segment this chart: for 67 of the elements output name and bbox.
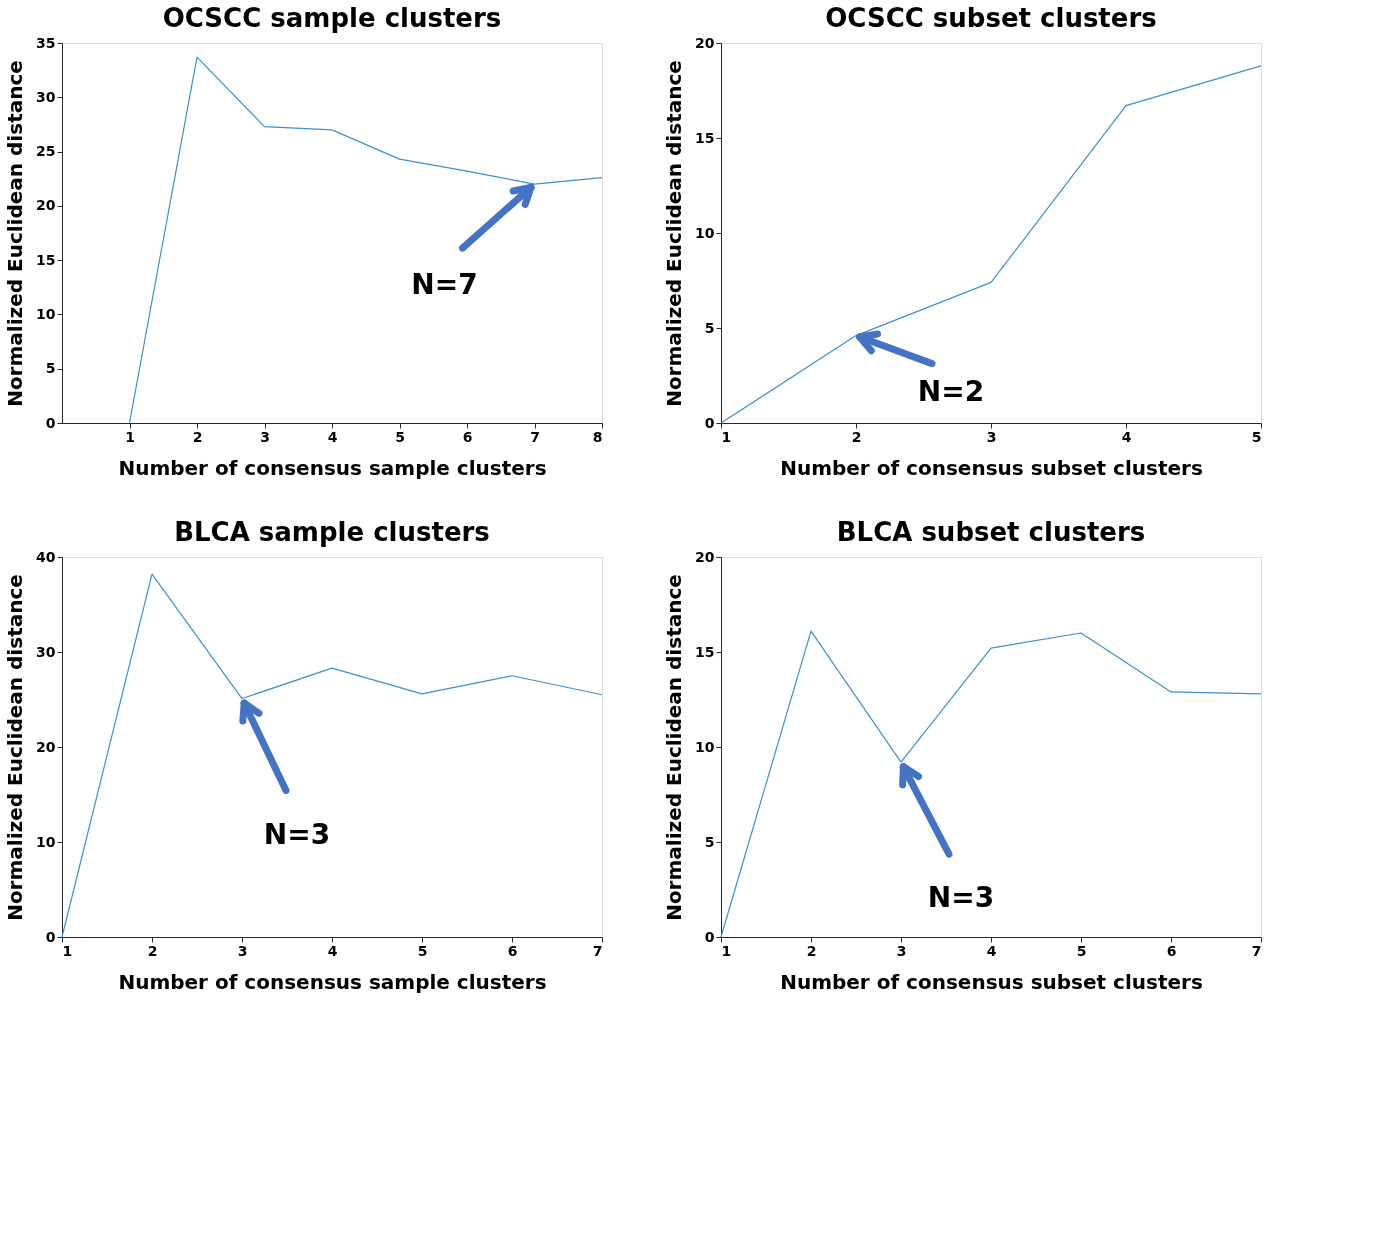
y-tick-label: 20 — [695, 548, 715, 565]
y-tick-label: 35 — [36, 34, 56, 51]
y-axis-title: Normalized Euclidean distance — [3, 574, 28, 921]
y-tick-label: 0 — [704, 928, 715, 945]
x-tick-label: 2 — [851, 428, 862, 445]
y-tick-label: 5 — [45, 360, 56, 377]
y-tick-label: 20 — [36, 738, 56, 755]
x-axis-title: Number of consensus subset clusters — [780, 455, 1203, 480]
x-tick-label: 5 — [417, 942, 428, 959]
x-tick-label: 3 — [237, 942, 248, 959]
annotation: N=3 — [927, 881, 995, 915]
x-axis-title: Number of consensus sample clusters — [118, 455, 547, 480]
annotation: N=3 — [263, 817, 331, 851]
y-tick-label: 15 — [695, 129, 715, 146]
y-tick-label: 30 — [36, 643, 56, 660]
x-tick-label: 7 — [530, 428, 540, 445]
x-tick-label: 7 — [1251, 942, 1262, 959]
y-tick-label: 25 — [36, 143, 56, 160]
y-tick-label: 5 — [704, 833, 715, 850]
chart-title: OCSCC sample clusters — [162, 3, 502, 33]
chart-title: BLCA subset clusters — [836, 517, 1146, 547]
y-tick-label: 10 — [695, 738, 715, 755]
chart-title: OCSCC subset clusters — [825, 3, 1157, 33]
y-tick-label: 15 — [36, 251, 56, 268]
x-tick-label: 1 — [125, 428, 135, 445]
x-tick-label: 1 — [721, 428, 732, 445]
x-tick-label: 2 — [192, 428, 203, 445]
x-tick-label: 4 — [986, 942, 997, 959]
x-tick-label: 6 — [462, 428, 473, 445]
x-tick-label: 1 — [62, 942, 73, 959]
x-tick-label: 2 — [147, 942, 158, 959]
y-axis-title: Normalized Euclidean distance — [662, 60, 687, 407]
x-tick-label: 5 — [395, 428, 405, 445]
y-tick-label: 40 — [36, 548, 56, 565]
y-tick-label: 20 — [695, 34, 715, 51]
x-tick-label: 5 — [1251, 428, 1262, 445]
x-tick-label: 4 — [327, 428, 338, 445]
y-tick-label: 0 — [45, 928, 56, 945]
x-tick-label: 1 — [721, 942, 732, 959]
y-tick-label: 5 — [704, 319, 715, 336]
y-tick-label: 10 — [36, 833, 56, 850]
x-tick-label: 6 — [507, 942, 518, 959]
x-axis-title: Number of consensus subset clusters — [780, 969, 1203, 994]
annotation: N=7 — [411, 268, 478, 302]
y-tick-label: 0 — [704, 414, 715, 431]
chart-title: BLCA sample clusters — [174, 517, 490, 547]
x-tick-label: 2 — [806, 942, 817, 959]
x-tick-label: 3 — [986, 428, 997, 445]
y-tick-label: 20 — [36, 197, 56, 214]
y-tick-label: 10 — [36, 305, 56, 322]
x-tick-label: 5 — [1076, 942, 1087, 959]
x-tick-label: 3 — [260, 428, 270, 445]
y-tick-label: 15 — [695, 643, 715, 660]
x-tick-label: 3 — [896, 942, 907, 959]
x-tick-label: 4 — [327, 942, 338, 959]
annotation: N=2 — [917, 374, 985, 408]
x-tick-label: 8 — [592, 428, 603, 445]
x-tick-label: 7 — [592, 942, 603, 959]
x-tick-label: 4 — [1121, 428, 1132, 445]
x-tick-label: 6 — [1166, 942, 1177, 959]
y-tick-label: 10 — [695, 224, 715, 241]
x-axis-title: Number of consensus sample clusters — [118, 969, 547, 994]
line-series — [128, 56, 603, 424]
y-tick-label: 30 — [36, 88, 56, 105]
y-axis-title: Normalized Euclidean distance — [3, 60, 28, 407]
y-tick-label: 0 — [45, 414, 56, 431]
y-axis-title: Normalized Euclidean distance — [662, 574, 687, 921]
